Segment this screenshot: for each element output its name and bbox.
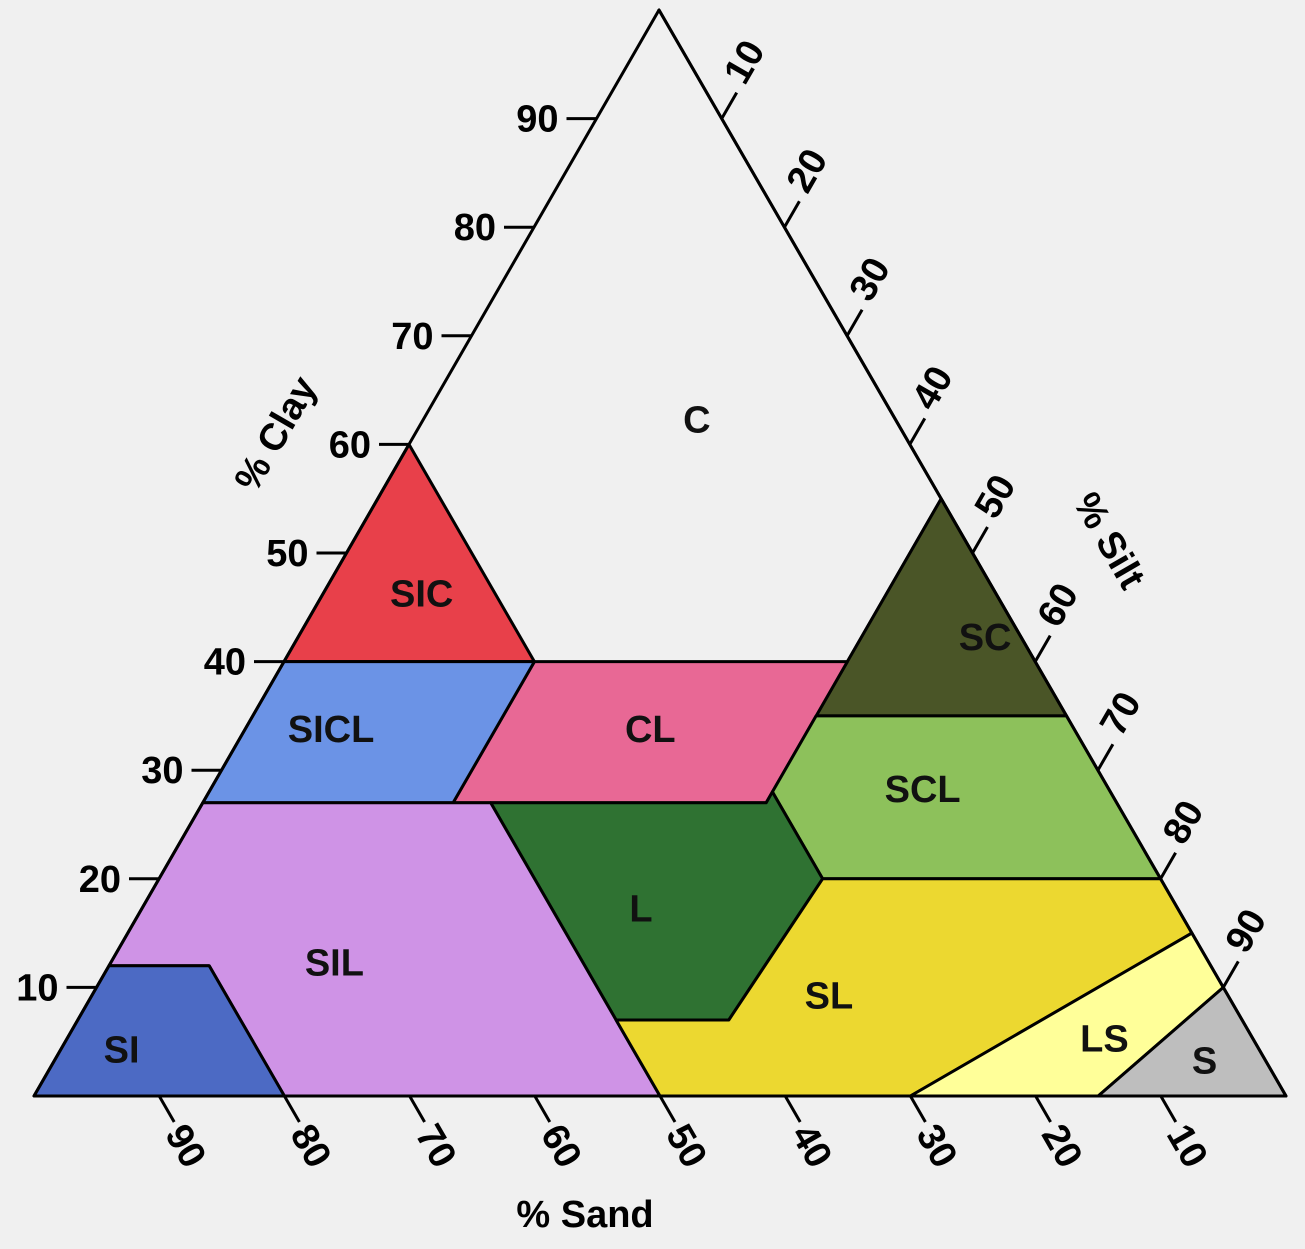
sand-tick-70 <box>408 1095 426 1123</box>
silt-tick-30 <box>845 309 864 337</box>
silt-tick-20 <box>783 200 801 228</box>
silt-tick-80 <box>1159 852 1177 880</box>
silt-tick-90 <box>1222 960 1240 989</box>
silt-tick-label-80: 80 <box>1155 794 1213 852</box>
sand-tick-label-10: 10 <box>1158 1118 1216 1176</box>
texture-region-labels: C SIC SC CL SICL SCL L SIL SI SL LS S <box>104 400 1218 1083</box>
sand-tick-20 <box>1034 1095 1052 1123</box>
silt-tick-label-40: 40 <box>904 359 962 417</box>
region-label-sl: SL <box>805 975 854 1017</box>
sand-tick-label-60: 60 <box>532 1118 590 1176</box>
silt-tick-70 <box>1096 743 1115 771</box>
sand-tick-50 <box>658 1095 677 1123</box>
clay-tick-label-10: 10 <box>16 967 58 1009</box>
region-label-ls: LS <box>1080 1019 1129 1061</box>
sand-axis-title: % Sand <box>516 1194 653 1236</box>
sand-tick-label-70: 70 <box>407 1118 465 1176</box>
silt-tick-50 <box>971 526 989 554</box>
silt-tick-10 <box>720 91 738 120</box>
clay-axis-title: % Clay <box>227 370 326 499</box>
region-sc <box>814 497 1068 718</box>
silt-tick-label-90: 90 <box>1218 902 1276 960</box>
silt-tick-label-50: 50 <box>967 468 1025 526</box>
silt-tick-label-20: 20 <box>779 142 837 200</box>
region-label-sc: SC <box>959 617 1012 659</box>
region-label-c: C <box>683 400 710 442</box>
sand-tick-label-40: 40 <box>782 1118 840 1176</box>
region-scl <box>770 714 1163 881</box>
silt-tick-60 <box>1033 634 1052 663</box>
clay-tick-label-90: 90 <box>516 99 558 141</box>
region-label-sil: SIL <box>305 943 364 985</box>
silt-tick-label-30: 30 <box>842 251 900 309</box>
region-label-sic: SIC <box>390 573 453 615</box>
region-label-si: SI <box>104 1030 140 1072</box>
region-label-cl: CL <box>625 709 676 751</box>
clay-tick-label-60: 60 <box>329 424 371 466</box>
sand-tick-10 <box>1159 1095 1178 1123</box>
silt-tick-40 <box>908 417 927 446</box>
sand-tick-label-30: 30 <box>908 1118 966 1176</box>
silt-tick-label-60: 60 <box>1030 576 1088 634</box>
sand-tick-label-20: 20 <box>1033 1118 1091 1176</box>
region-label-l: L <box>629 888 652 930</box>
clay-tick-label-80: 80 <box>454 207 496 249</box>
sand-tick-80 <box>283 1095 301 1123</box>
sand-tick-60 <box>533 1095 552 1123</box>
clay-tick-label-30: 30 <box>141 750 183 792</box>
clay-tick-label-50: 50 <box>266 533 308 575</box>
region-label-s: S <box>1192 1040 1217 1082</box>
sand-tick-label-50: 50 <box>657 1118 715 1176</box>
sand-tick-30 <box>909 1095 927 1123</box>
silt-tick-label-10: 10 <box>716 33 774 91</box>
clay-tick-label-70: 70 <box>391 316 433 358</box>
sand-tick-label-80: 80 <box>282 1118 340 1176</box>
clay-tick-label-20: 20 <box>79 859 121 901</box>
silt-tick-label-70: 70 <box>1092 685 1150 743</box>
sand-tick-label-90: 90 <box>156 1118 214 1176</box>
silt-axis-title: % Silt <box>1065 486 1153 597</box>
sand-tick-90 <box>157 1095 176 1123</box>
region-label-scl: SCL <box>885 769 961 811</box>
sand-tick-40 <box>783 1095 802 1123</box>
region-label-sicl: SICL <box>288 709 375 751</box>
clay-tick-label-40: 40 <box>204 642 246 684</box>
